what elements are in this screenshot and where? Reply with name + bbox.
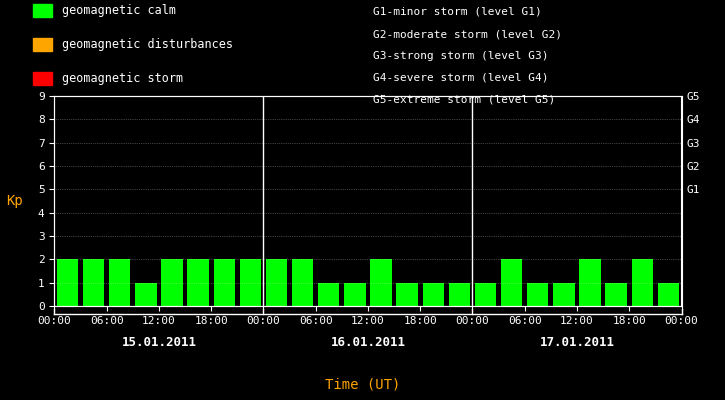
Bar xyxy=(240,259,261,306)
Bar xyxy=(423,283,444,306)
Text: G4-severe storm (level G4): G4-severe storm (level G4) xyxy=(373,73,549,83)
Bar xyxy=(266,259,287,306)
Text: 16.01.2011: 16.01.2011 xyxy=(331,336,405,348)
Bar xyxy=(501,259,523,306)
Bar xyxy=(631,259,653,306)
Text: geomagnetic calm: geomagnetic calm xyxy=(62,4,175,17)
Text: Time (UT): Time (UT) xyxy=(325,377,400,391)
Bar xyxy=(527,283,549,306)
Bar xyxy=(344,283,365,306)
Bar xyxy=(135,283,157,306)
Text: Kp: Kp xyxy=(6,194,23,208)
Bar xyxy=(475,283,496,306)
Text: G2-moderate storm (level G2): G2-moderate storm (level G2) xyxy=(373,29,563,39)
Text: G1-minor storm (level G1): G1-minor storm (level G1) xyxy=(373,7,542,17)
Text: G5-extreme storm (level G5): G5-extreme storm (level G5) xyxy=(373,95,555,105)
Bar xyxy=(318,283,339,306)
Bar xyxy=(57,259,78,306)
Bar xyxy=(109,259,130,306)
Bar xyxy=(658,283,679,306)
Text: 17.01.2011: 17.01.2011 xyxy=(539,336,615,348)
Bar xyxy=(161,259,183,306)
Text: geomagnetic disturbances: geomagnetic disturbances xyxy=(62,38,233,51)
Bar xyxy=(187,259,209,306)
Bar xyxy=(292,259,313,306)
Bar xyxy=(605,283,627,306)
Text: 15.01.2011: 15.01.2011 xyxy=(121,336,196,348)
Text: G3-strong storm (level G3): G3-strong storm (level G3) xyxy=(373,51,549,61)
Bar xyxy=(213,259,235,306)
Bar xyxy=(83,259,104,306)
Bar xyxy=(553,283,575,306)
Bar xyxy=(397,283,418,306)
Bar xyxy=(370,259,392,306)
Bar xyxy=(579,259,601,306)
Bar xyxy=(449,283,470,306)
Text: geomagnetic storm: geomagnetic storm xyxy=(62,72,183,85)
